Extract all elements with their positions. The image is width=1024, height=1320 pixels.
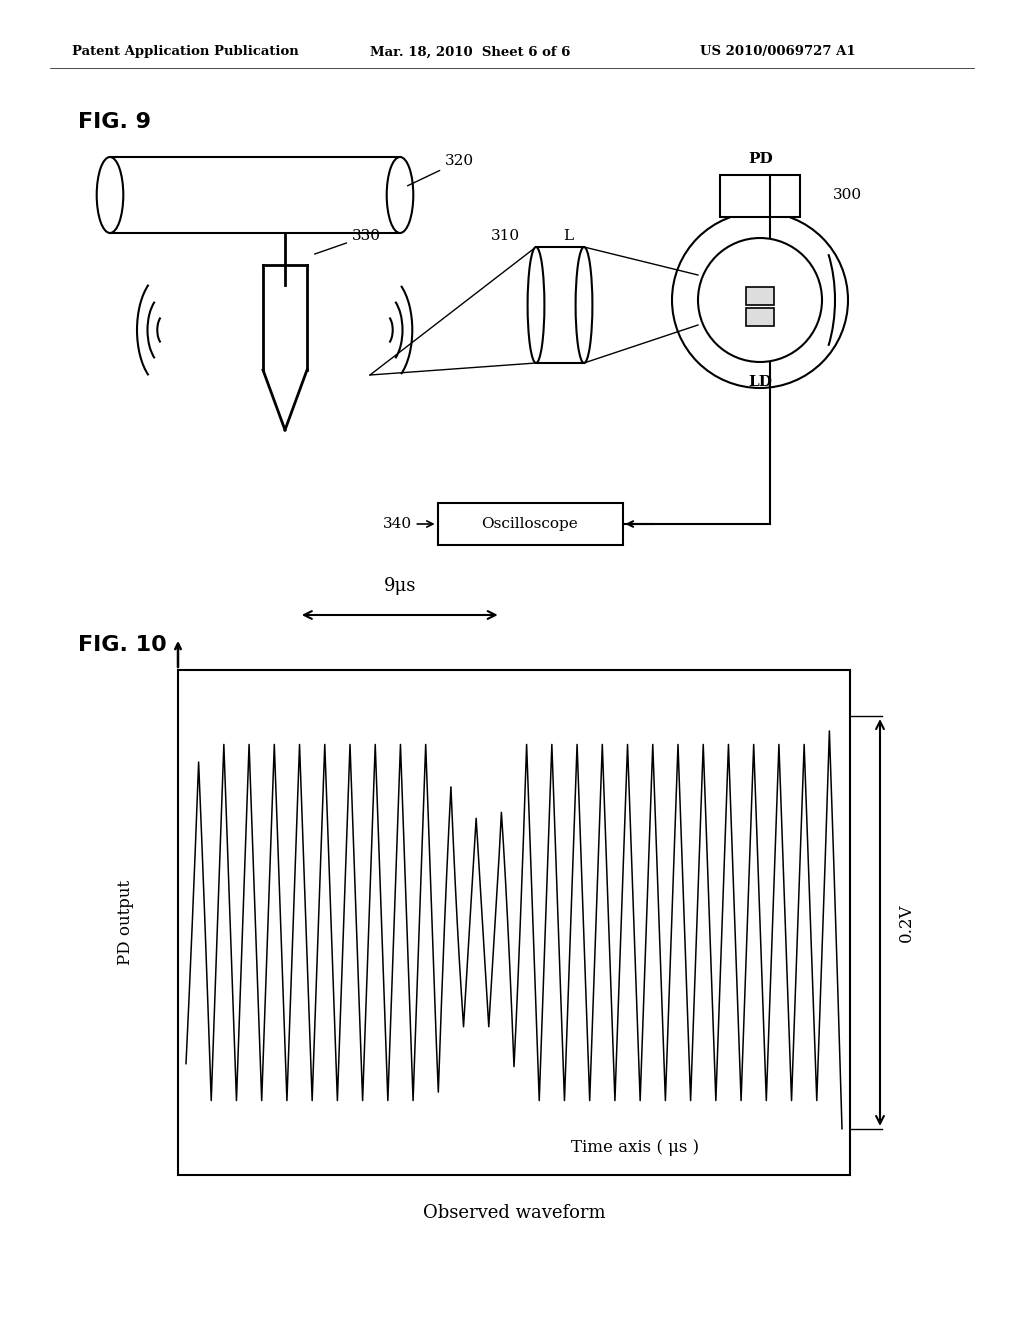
Bar <box>110 157 400 234</box>
Text: FIG. 9: FIG. 9 <box>78 112 151 132</box>
Circle shape <box>672 213 848 388</box>
Text: LD: LD <box>748 375 772 389</box>
Text: PD: PD <box>748 152 773 166</box>
Text: 0.2V: 0.2V <box>898 903 915 941</box>
Ellipse shape <box>575 247 593 363</box>
Text: 300: 300 <box>833 187 862 202</box>
Bar <box>746 308 774 326</box>
Text: PD output: PD output <box>118 880 134 965</box>
Bar <box>720 176 800 216</box>
Bar <box>178 671 850 1175</box>
Text: Observed waveform: Observed waveform <box>423 1204 605 1222</box>
Text: US 2010/0069727 A1: US 2010/0069727 A1 <box>700 45 856 58</box>
Text: FIG. 10: FIG. 10 <box>78 635 167 655</box>
Bar <box>746 286 774 305</box>
Bar <box>437 503 623 545</box>
Circle shape <box>698 238 822 362</box>
Text: Mar. 18, 2010  Sheet 6 of 6: Mar. 18, 2010 Sheet 6 of 6 <box>370 45 570 58</box>
Text: L: L <box>563 228 573 243</box>
Bar <box>536 247 584 363</box>
Text: Patent Application Publication: Patent Application Publication <box>72 45 299 58</box>
Ellipse shape <box>527 247 545 363</box>
Text: 330: 330 <box>314 228 381 253</box>
Ellipse shape <box>96 157 123 234</box>
Text: Time axis ( μs ): Time axis ( μs ) <box>571 1138 699 1155</box>
Text: 340: 340 <box>383 517 433 531</box>
Ellipse shape <box>387 157 414 234</box>
Text: Oscilloscope: Oscilloscope <box>481 517 579 531</box>
Text: 9μs: 9μs <box>384 577 416 595</box>
Text: 310: 310 <box>490 228 519 243</box>
Text: 320: 320 <box>408 154 474 186</box>
